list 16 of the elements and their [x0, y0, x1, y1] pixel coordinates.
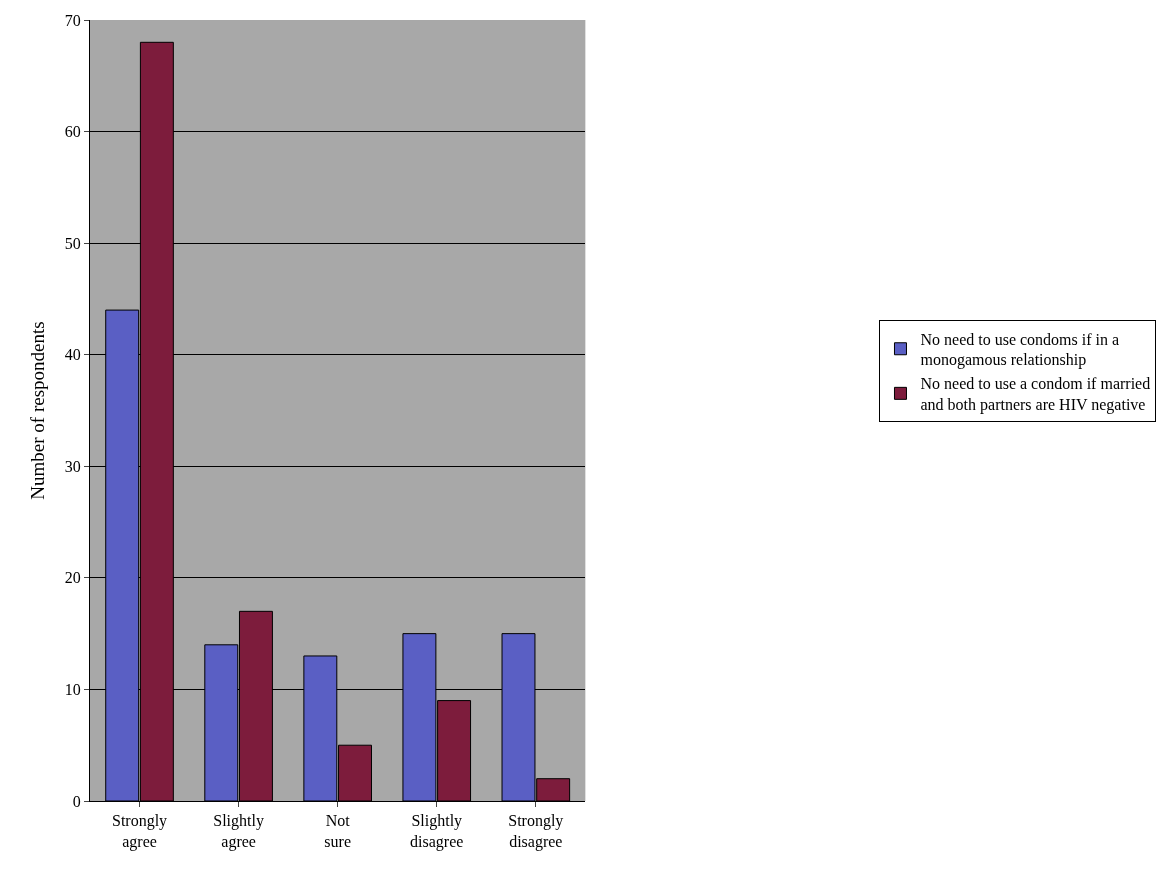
- y-tick-label: 30: [64, 457, 81, 475]
- y-tick-label: 50: [64, 234, 81, 252]
- y-tick-label: 0: [72, 792, 81, 810]
- legend-label: No need to use a condom if married and both partners are HIV negative: [920, 375, 1151, 414]
- legend-label: No need to use condoms if in a monogamous relationship: [920, 330, 1120, 370]
- y-tick-label: 60: [64, 123, 81, 141]
- x-tick-label: Strongly agree: [111, 812, 168, 851]
- x-tick-label: Strongly disagree: [508, 812, 564, 851]
- y-tick-label: 20: [64, 569, 81, 587]
- x-tick-label: Slightly disagree: [410, 812, 464, 851]
- y-tick-label: 70: [64, 11, 81, 29]
- y-axis-title: Number of respondents: [26, 321, 48, 500]
- y-tick-label: 10: [64, 681, 81, 699]
- y-tick-label: 40: [64, 346, 81, 364]
- x-tick-label: Not sure: [324, 812, 352, 850]
- x-tick-label: Slightly agree: [213, 812, 264, 851]
